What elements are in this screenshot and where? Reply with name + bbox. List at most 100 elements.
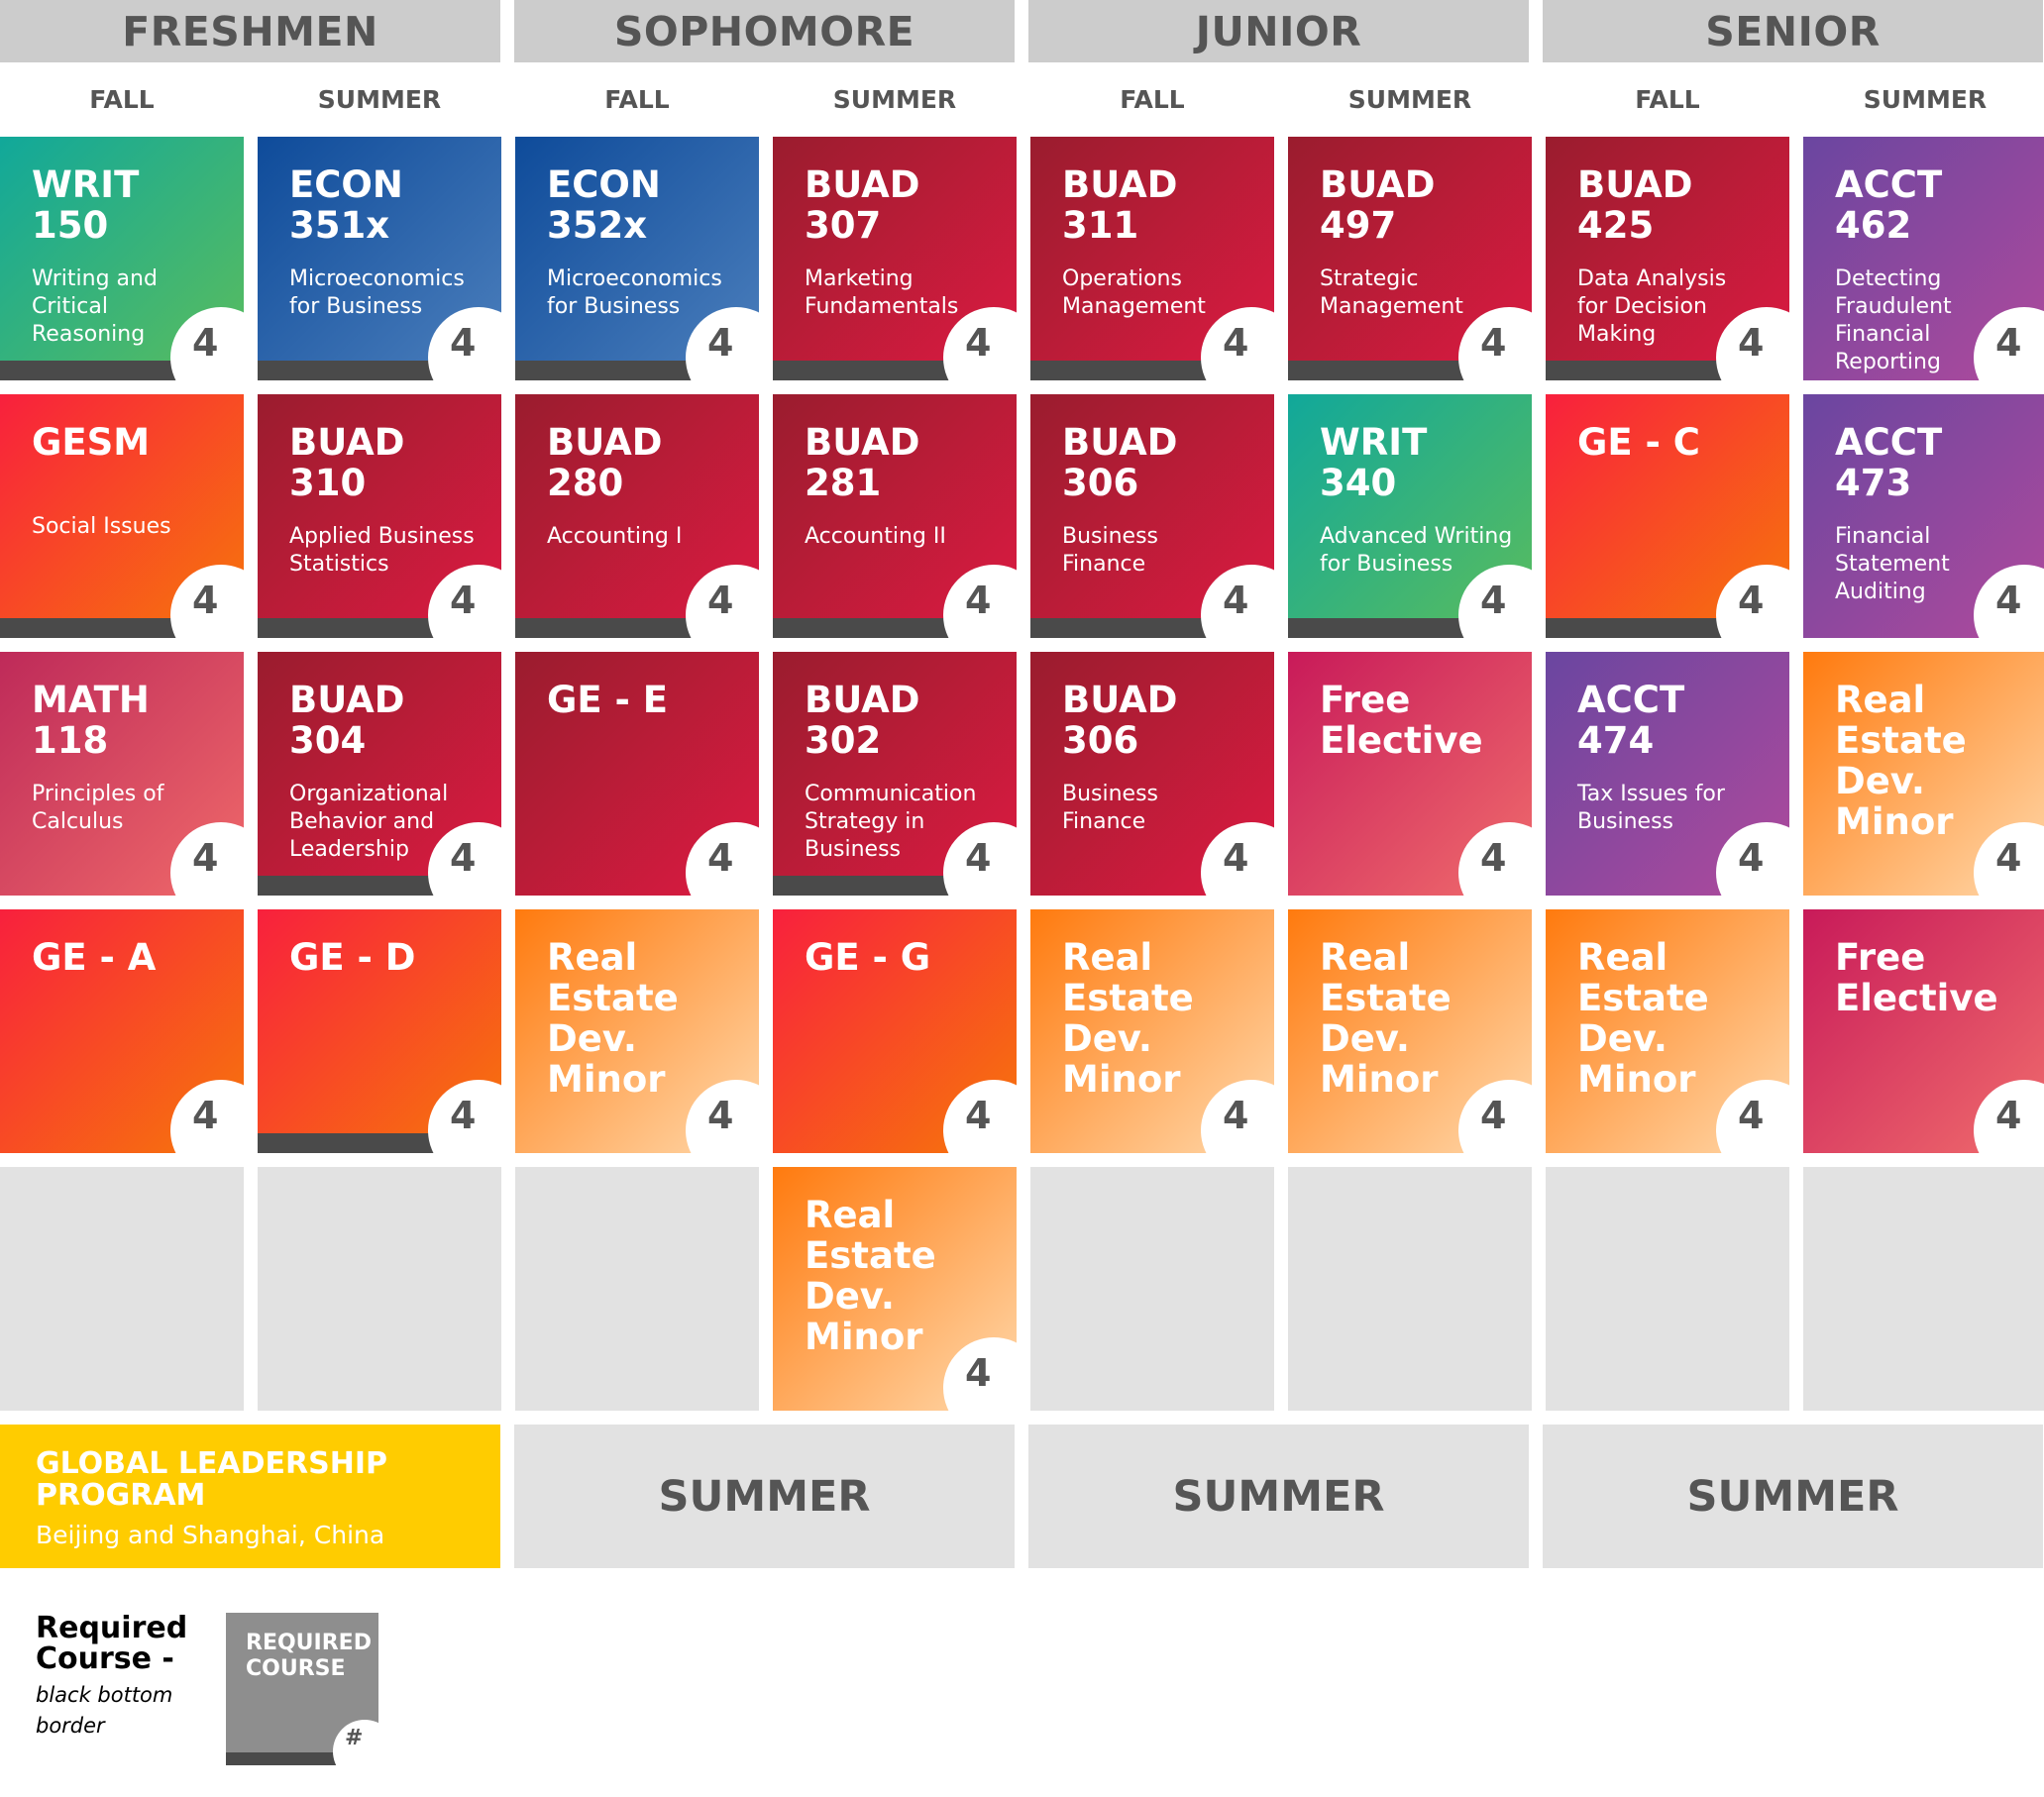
required-border [1030, 361, 1221, 380]
credit-value: 4 [1995, 579, 2022, 622]
credit-value: 4 [192, 579, 219, 622]
credit-badge: 4 [170, 822, 244, 896]
course-card[interactable]: BUAD 302 Communication Strategy in Busine… [773, 652, 1017, 896]
course-code: ECON 352x [547, 163, 661, 247]
course-title: Applied Business Statistics [289, 524, 475, 577]
course-code: Real Estate Dev. Minor [1577, 936, 1709, 1101]
course-card[interactable]: BUAD 306 Business Finance 4 [1030, 394, 1274, 638]
course-title: Tax Issues for Business [1577, 782, 1725, 834]
course-card[interactable]: GE - D 4 [258, 909, 501, 1153]
credit-value: 4 [192, 1094, 219, 1137]
credit-badge: 4 [1458, 822, 1532, 896]
credit-badge: 4 [170, 565, 244, 638]
course-title: Communication Strategy in Business [805, 782, 977, 862]
course-code: Free Elective [1320, 679, 1483, 762]
empty-slot [1803, 1167, 2044, 1411]
course-card[interactable]: ECON 352x Microeconomics for Business 4 [515, 137, 759, 380]
course-card[interactable]: Real Estate Dev. Minor 4 [1546, 909, 1789, 1153]
required-border [0, 618, 190, 638]
credit-value: 4 [707, 836, 734, 880]
required-border [515, 361, 705, 380]
course-card[interactable]: GE - A 4 [0, 909, 244, 1153]
credit-value: 4 [1480, 1094, 1507, 1137]
course-card[interactable]: GE - G 4 [773, 909, 1017, 1153]
course-code: WRIT 150 [32, 163, 140, 247]
term-header-summer: SUMMER [1347, 85, 1472, 114]
credit-badge: 4 [1974, 1080, 2044, 1153]
course-code: Free Elective [1835, 936, 1998, 1019]
course-code: Real Estate Dev. Minor [547, 936, 679, 1101]
course-card[interactable]: ACCT 462 Detecting Fraudulent Financial R… [1803, 137, 2044, 380]
course-card[interactable]: BUAD 497 Strategic Management 4 [1288, 137, 1532, 380]
credit-badge: 4 [1716, 565, 1789, 638]
empty-slot [1546, 1167, 1789, 1411]
course-card[interactable]: GESM Social Issues 4 [0, 394, 244, 638]
course-card[interactable]: Free Elective 4 [1803, 909, 2044, 1153]
course-code: BUAD 306 [1062, 679, 1178, 762]
course-card[interactable]: GE - C 4 [1546, 394, 1789, 638]
course-code: ACCT 462 [1835, 163, 1943, 247]
credit-value: 4 [707, 321, 734, 365]
course-title: Accounting II [805, 524, 946, 549]
course-code: BUAD 306 [1062, 421, 1178, 504]
course-card[interactable]: BUAD 310 Applied Business Statistics 4 [258, 394, 501, 638]
course-card[interactable]: BUAD 307 Marketing Fundamentals 4 [773, 137, 1017, 380]
required-border [515, 618, 705, 638]
course-card[interactable]: ACCT 474 Tax Issues for Business 4 [1546, 652, 1789, 896]
course-code: GE - G [805, 936, 931, 979]
course-title: Data Analysis for Decision Making [1577, 266, 1727, 347]
course-code: BUAD 302 [805, 679, 920, 762]
course-title: Writing and Critical Reasoning [32, 266, 158, 347]
course-code: BUAD 310 [289, 421, 405, 504]
credit-badge: 4 [1201, 1080, 1274, 1153]
course-card[interactable]: Real Estate Dev. Minor 4 [1803, 652, 2044, 896]
course-title: Organizational Behavior and Leadership [289, 782, 449, 862]
course-card[interactable]: Free Elective 4 [1288, 652, 1532, 896]
credit-value: 4 [1738, 321, 1765, 365]
senior-summer-box: SUMMER [1543, 1425, 2043, 1568]
credit-value: 4 [965, 1094, 992, 1137]
course-card[interactable]: BUAD 280 Accounting I 4 [515, 394, 759, 638]
credit-badge: 4 [428, 1080, 501, 1153]
year-header-freshmen: FRESHMEN [0, 0, 500, 62]
term-header-summer: SUMMER [832, 85, 957, 114]
course-card[interactable]: ACCT 473 Financial Statement Auditing 4 [1803, 394, 2044, 638]
course-card[interactable]: Real Estate Dev. Minor 4 [1030, 909, 1274, 1153]
course-code: ACCT 474 [1577, 679, 1685, 762]
required-border [0, 361, 190, 380]
required-border [1030, 618, 1221, 638]
course-code: GE - C [1577, 421, 1700, 464]
course-card[interactable]: Real Estate Dev. Minor 4 [773, 1167, 1017, 1411]
year-header-sophomore: SOPHOMORE [514, 0, 1015, 62]
course-card[interactable]: BUAD 425 Data Analysis for Decision Makin… [1546, 137, 1789, 380]
credit-value: 4 [1480, 579, 1507, 622]
glp-subtitle: Beijing and Shanghai, China [36, 1521, 385, 1549]
course-code: GE - A [32, 936, 157, 979]
credit-value: 4 [1223, 1094, 1249, 1137]
course-card[interactable]: BUAD 306 Business Finance 4 [1030, 652, 1274, 896]
legend-text: Required Course - black bottom border [36, 1613, 187, 1742]
course-card[interactable]: MATH 118 Principles of Calculus 4 [0, 652, 244, 896]
course-card[interactable]: Real Estate Dev. Minor 4 [1288, 909, 1532, 1153]
required-border [773, 876, 963, 896]
course-card[interactable]: WRIT 150 Writing and Critical Reasoning 4 [0, 137, 244, 380]
credit-badge: 4 [1974, 565, 2044, 638]
course-card[interactable]: BUAD 281 Accounting II 4 [773, 394, 1017, 638]
credit-value: 4 [965, 1351, 992, 1395]
course-title: Microeconomics for Business [289, 266, 465, 319]
empty-slot [1030, 1167, 1274, 1411]
credit-value: 4 [1223, 321, 1249, 365]
credit-value: 4 [192, 836, 219, 880]
course-card[interactable]: BUAD 304 Organizational Behavior and Lead… [258, 652, 501, 896]
course-title: Operations Management [1062, 266, 1206, 319]
course-title: Social Issues [32, 514, 171, 539]
course-card[interactable]: Real Estate Dev. Minor 4 [515, 909, 759, 1153]
term-header-summer: SUMMER [1863, 85, 1988, 114]
course-code: BUAD 281 [805, 421, 920, 504]
course-code: BUAD 304 [289, 679, 405, 762]
course-card[interactable]: GE - E 4 [515, 652, 759, 896]
course-card[interactable]: WRIT 340 Advanced Writing for Business 4 [1288, 394, 1532, 638]
course-card[interactable]: ECON 351x Microeconomics for Business 4 [258, 137, 501, 380]
credit-value: 4 [1480, 836, 1507, 880]
course-card[interactable]: BUAD 311 Operations Management 4 [1030, 137, 1274, 380]
